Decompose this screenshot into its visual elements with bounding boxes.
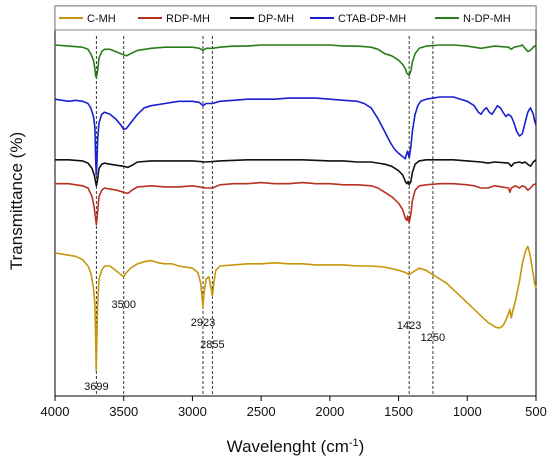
x-tick-label-3000: 3000 [178, 404, 207, 419]
annotation-1250: 1250 [421, 332, 445, 344]
legend-label-ctab-dp-mh: CTAB-DP-MH [338, 13, 406, 25]
legend-label-n-dp-mh: N-DP-MH [463, 13, 511, 25]
series-line-ctab-dp-mh [54, 96, 537, 176]
annotation-3500: 3500 [111, 299, 135, 311]
x-tick-label-2500: 2500 [247, 404, 276, 419]
series-line-dp-mh [55, 159, 537, 187]
series-line-rdp-mh [55, 181, 537, 226]
x-axis: 4000 3500 3000 2500 2000 1500 1000 500 [41, 396, 547, 419]
x-tick-label-4000: 4000 [41, 404, 70, 419]
x-tick-label-1500: 1500 [384, 404, 413, 419]
series-line-n-dp-mh [54, 44, 537, 79]
legend: C-MH RDP-MH DP-MH CTAB-DP-MH N-DP-MH [54, 5, 537, 31]
series-layer [54, 44, 537, 371]
annotation-2923: 2923 [191, 317, 215, 329]
y-axis-title: Transmittance (%) [7, 132, 26, 270]
annotation-3699: 3699 [84, 381, 108, 393]
plot-frame [54, 5, 537, 397]
reference-lines [95, 36, 434, 396]
x-tick-label-2000: 2000 [315, 404, 344, 419]
x-axis-title-suffix: ) [359, 437, 365, 456]
x-axis-title-sup: -1 [349, 437, 359, 449]
x-axis-title-main: Wavelenght (cm [227, 437, 349, 456]
x-axis-title: Wavelenght (cm-1) [227, 437, 365, 456]
annotation-1423: 1423 [397, 320, 421, 332]
annotation-2855: 2855 [200, 339, 224, 351]
legend-label-rdp-mh: RDP-MH [166, 13, 210, 25]
x-tick-label-3500: 3500 [109, 404, 138, 419]
x-tick-label-1000: 1000 [453, 404, 482, 419]
legend-label-dp-mh: DP-MH [258, 13, 294, 25]
series-line-c-mh [54, 245, 537, 371]
x-tick-label-500: 500 [525, 404, 547, 419]
legend-label-c-mh: C-MH [87, 13, 116, 25]
